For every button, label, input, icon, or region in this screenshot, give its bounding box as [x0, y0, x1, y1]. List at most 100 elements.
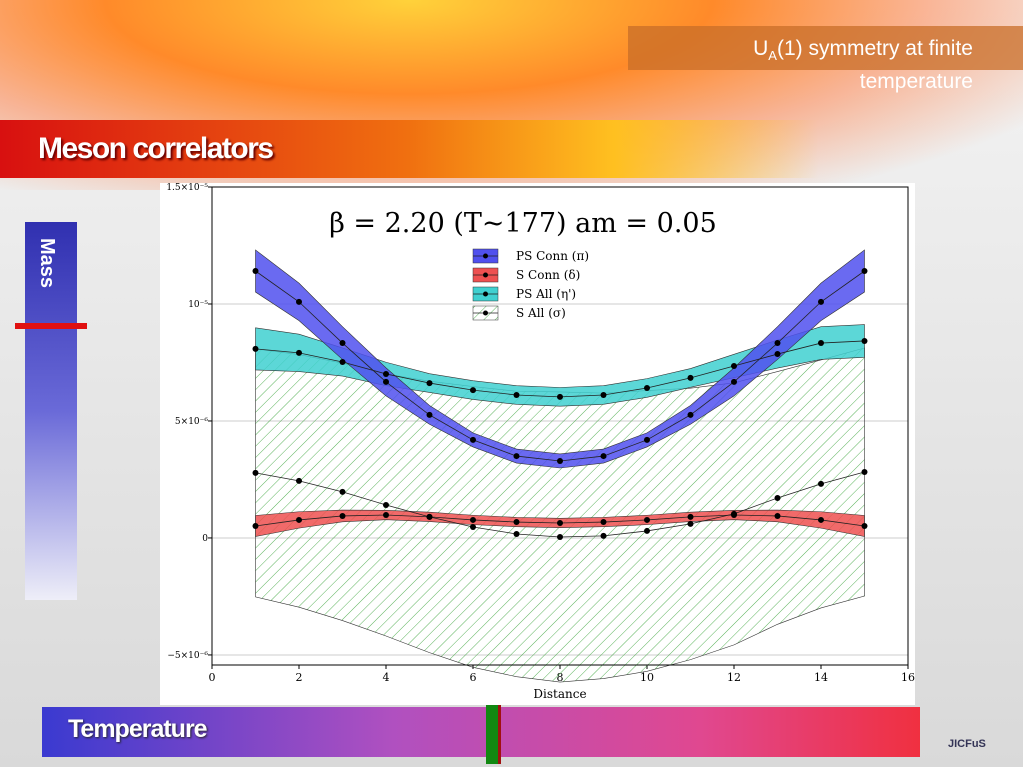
data-point	[818, 340, 824, 347]
temperature-label: Temperature	[68, 715, 208, 743]
data-point	[600, 391, 607, 398]
x-tick-label: 16	[901, 671, 915, 684]
temperature-marker	[486, 700, 501, 764]
data-point	[731, 362, 737, 369]
legend-dot	[483, 291, 488, 297]
data-point	[252, 345, 259, 352]
data-point	[296, 298, 302, 305]
data-point	[339, 340, 346, 347]
error-band	[255, 249, 865, 469]
slide-title: Meson correlators	[38, 132, 274, 165]
mass-marker	[15, 323, 87, 329]
data-point	[339, 359, 346, 366]
data-point	[818, 480, 824, 487]
data-point	[339, 512, 346, 519]
x-tick-label: 10	[640, 671, 654, 684]
error-band	[255, 324, 865, 407]
data-point	[296, 477, 302, 484]
title-bar	[0, 120, 1023, 178]
data-point	[470, 516, 476, 523]
data-point	[644, 527, 650, 534]
data-point	[731, 378, 737, 385]
legend-label: S All (σ)	[516, 306, 566, 320]
data-point	[557, 534, 563, 541]
data-point	[861, 468, 868, 475]
data-point	[296, 516, 302, 523]
mass-label: Mass	[36, 238, 58, 289]
y-tick-label: 0	[202, 534, 208, 544]
subtitle-box	[628, 26, 1023, 70]
x-axis-label: Distance	[533, 687, 586, 701]
data-point	[557, 457, 563, 464]
data-point	[513, 530, 520, 537]
x-tick-label: 2	[296, 671, 303, 684]
x-tick-label: 14	[814, 671, 828, 684]
data-point	[383, 501, 389, 508]
x-tick-label: 0	[209, 671, 216, 684]
y-tick-label: 1.5×10⁻⁵	[166, 183, 208, 193]
data-point	[644, 384, 650, 391]
y-tick-label: 10⁻⁵	[188, 300, 208, 310]
subtitle: UA(1) symmetry at finite temperature	[673, 36, 973, 95]
data-point	[383, 512, 389, 519]
data-point	[644, 516, 650, 523]
data-point	[774, 494, 781, 501]
legend-dot	[483, 253, 488, 259]
mass-bar	[25, 222, 77, 600]
data-point	[818, 298, 824, 305]
x-tick-label: 6	[470, 671, 477, 684]
legend-label: PS Conn (π)	[516, 249, 589, 263]
data-point	[339, 488, 346, 495]
data-point	[687, 411, 694, 418]
subtitle-sub: A	[768, 48, 777, 64]
data-point	[252, 469, 259, 476]
data-point	[470, 436, 476, 443]
data-point	[774, 512, 781, 519]
y-tick-label: −5×10⁻⁶	[167, 651, 208, 661]
legend-label: S Conn (δ)	[516, 268, 580, 282]
data-point	[600, 519, 607, 526]
data-point	[513, 453, 520, 460]
data-point	[252, 523, 259, 530]
data-point	[557, 519, 563, 526]
data-point	[383, 370, 389, 377]
data-point	[426, 513, 433, 520]
data-point	[600, 532, 607, 539]
data-point	[861, 337, 868, 344]
data-point	[731, 512, 737, 519]
subtitle-text: U	[753, 37, 769, 60]
data-point	[687, 374, 694, 381]
data-point	[470, 387, 476, 394]
data-point	[383, 378, 389, 385]
data-point	[861, 523, 868, 530]
data-point	[644, 436, 650, 443]
data-point	[470, 523, 476, 530]
data-point	[426, 411, 433, 418]
data-point	[513, 391, 520, 398]
legend-dot	[483, 272, 488, 278]
data-point	[687, 513, 694, 520]
logo: JICFuS	[948, 738, 986, 750]
data-point	[252, 267, 259, 274]
data-point	[600, 453, 607, 460]
data-point	[774, 351, 781, 358]
data-point	[687, 520, 694, 527]
x-tick-label: 12	[727, 671, 741, 684]
legend-dot	[483, 310, 488, 316]
subtitle-text: (1) symmetry at finite temperature	[776, 37, 973, 94]
plot-frame	[211, 186, 909, 666]
data-point	[818, 516, 824, 523]
legend-label: PS All (η')	[516, 287, 576, 301]
data-point	[861, 267, 868, 274]
x-tick-label: 4	[383, 671, 390, 684]
data-point	[774, 340, 781, 347]
temperature-bar	[42, 707, 920, 757]
data-point	[557, 393, 563, 400]
data-point	[296, 349, 302, 356]
data-point	[513, 519, 520, 526]
data-point	[426, 380, 433, 387]
y-tick-label: 5×10⁻⁶	[175, 417, 208, 427]
chart-title: β = 2.20 (T~177) am = 0.05	[329, 208, 717, 239]
